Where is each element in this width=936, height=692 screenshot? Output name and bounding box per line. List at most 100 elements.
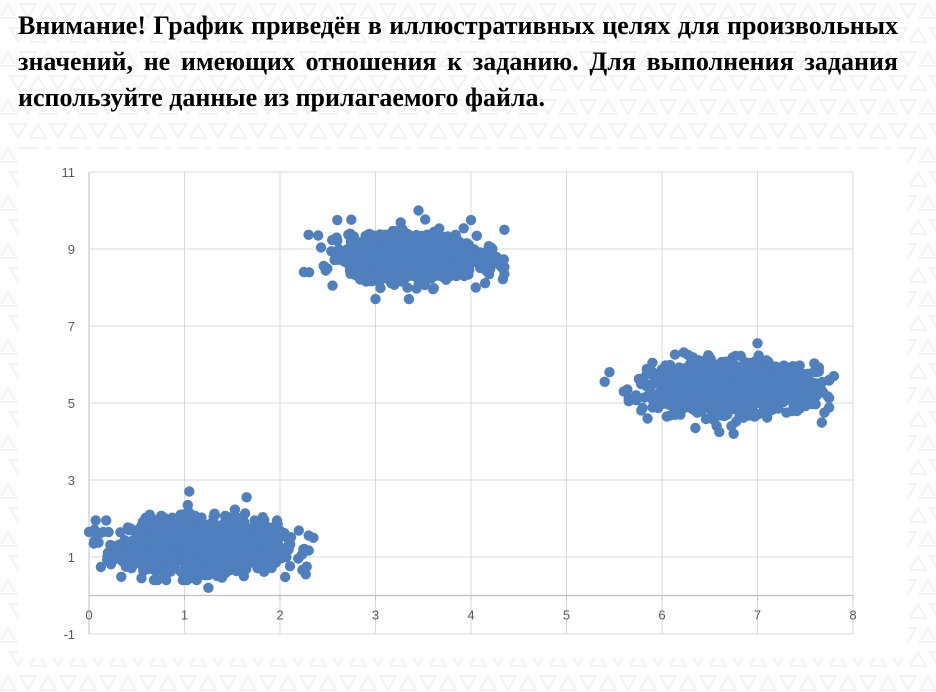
watermark-triangle xyxy=(828,73,848,91)
watermark-triangle xyxy=(918,97,936,115)
watermark-triangle xyxy=(708,73,728,91)
watermark-triangle xyxy=(838,49,858,67)
watermark-triangle xyxy=(548,73,568,91)
watermark-triangle xyxy=(328,75,348,93)
data-point xyxy=(226,546,237,557)
watermark-triangle xyxy=(228,121,248,139)
watermark-triangle xyxy=(748,121,768,139)
watermark-triangle xyxy=(548,25,568,43)
data-point xyxy=(458,223,469,234)
watermark-triangle xyxy=(758,1,778,19)
watermark-triangle xyxy=(928,123,936,137)
watermark-triangle xyxy=(278,1,298,19)
watermark-triangle xyxy=(198,1,218,19)
watermark-triangle xyxy=(518,49,538,67)
watermark-triangle xyxy=(628,121,648,139)
watermark-triangle xyxy=(418,51,438,69)
watermark-triangle xyxy=(888,75,908,93)
watermark-triangle xyxy=(88,123,108,141)
data-point xyxy=(361,240,372,251)
watermark-triangle xyxy=(58,99,78,117)
watermark-triangle xyxy=(68,25,88,43)
watermark-triangle xyxy=(618,99,638,117)
watermark-triangle xyxy=(528,27,548,45)
watermark-triangle xyxy=(0,673,18,691)
watermark-triangle xyxy=(338,3,358,21)
watermark-triangle xyxy=(248,75,268,93)
watermark-triangle xyxy=(168,27,188,45)
watermark-triangle xyxy=(738,99,758,117)
watermark-triangle xyxy=(258,3,278,21)
watermark-triangle xyxy=(68,73,88,91)
watermark-triangle xyxy=(918,145,936,163)
watermark-triangle xyxy=(838,673,858,691)
watermark-triangle xyxy=(758,49,778,67)
x-tick-label: 6 xyxy=(658,608,665,623)
watermark-triangle xyxy=(398,97,418,115)
watermark-triangle xyxy=(928,603,936,617)
watermark-triangle xyxy=(338,675,358,692)
watermark-triangle xyxy=(0,1,18,19)
watermark-triangle xyxy=(598,1,618,19)
watermark-triangle xyxy=(328,27,348,45)
data-point xyxy=(231,531,242,542)
data-point xyxy=(433,252,445,264)
watermark-triangle xyxy=(98,51,118,69)
watermark-triangle xyxy=(398,1,418,19)
watermark-triangle xyxy=(138,675,158,692)
watermark-triangle xyxy=(738,675,758,692)
watermark-triangle xyxy=(468,121,488,139)
data-point xyxy=(185,552,196,563)
watermark-triangle xyxy=(518,673,538,691)
watermark-triangle xyxy=(538,3,558,21)
data-point xyxy=(374,229,386,240)
watermark-triangle xyxy=(178,675,198,692)
watermark-triangle xyxy=(808,75,828,93)
data-point xyxy=(642,413,653,424)
watermark-triangle xyxy=(458,3,478,21)
watermark-triangle xyxy=(818,51,838,69)
data-point xyxy=(270,525,281,536)
watermark-triangle xyxy=(118,1,138,19)
y-tick-label: 9 xyxy=(68,242,75,257)
watermark-triangle xyxy=(908,601,928,619)
watermark-triangle xyxy=(718,49,738,67)
watermark-triangle xyxy=(558,97,578,115)
data-point xyxy=(116,571,127,582)
watermark-triangle xyxy=(28,25,48,43)
watermark-triangle xyxy=(658,675,678,692)
watermark-triangle xyxy=(358,1,378,19)
watermark-triangle xyxy=(328,123,348,141)
data-point xyxy=(293,525,304,536)
watermark-triangle xyxy=(748,73,768,91)
watermark-triangle xyxy=(18,51,38,69)
watermark-triangle xyxy=(358,673,378,691)
watermark-triangle xyxy=(78,1,98,19)
watermark-triangle xyxy=(158,1,178,19)
watermark-triangle xyxy=(928,27,936,41)
data-point xyxy=(229,504,241,515)
data-point xyxy=(263,549,275,560)
watermark-triangle xyxy=(518,1,538,19)
watermark-triangle xyxy=(228,25,248,43)
watermark-triangle xyxy=(618,3,638,21)
watermark-triangle xyxy=(858,99,878,117)
watermark-triangle xyxy=(818,3,838,21)
watermark-triangle xyxy=(188,73,208,91)
y-tick-label: 11 xyxy=(62,165,76,180)
watermark-triangle xyxy=(198,49,218,67)
watermark-triangle xyxy=(718,97,738,115)
data-point xyxy=(247,555,259,566)
watermark-triangle xyxy=(0,289,18,307)
watermark-triangle xyxy=(318,1,338,19)
watermark-triangle xyxy=(438,97,458,115)
watermark-triangle xyxy=(78,673,98,691)
watermark-triangle xyxy=(0,49,18,67)
watermark-triangle xyxy=(588,121,608,139)
watermark-triangle xyxy=(928,507,936,521)
watermark-triangle xyxy=(448,75,468,93)
watermark-triangle xyxy=(168,123,188,141)
watermark-triangle xyxy=(598,673,618,691)
watermark-triangle xyxy=(128,27,148,45)
watermark-triangle xyxy=(388,25,408,43)
